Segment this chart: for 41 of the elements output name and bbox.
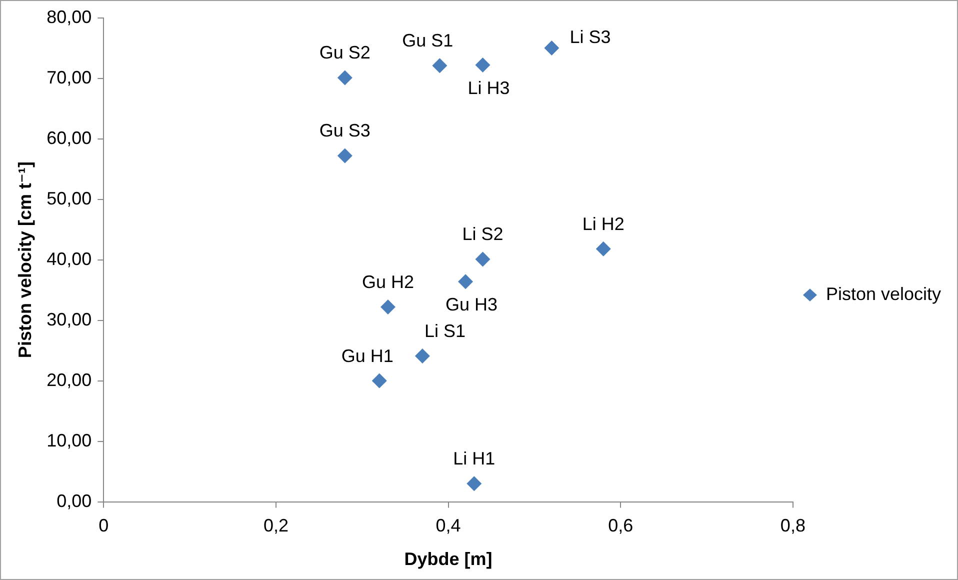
annotation: Li S1 <box>424 320 466 341</box>
annotation: Gu H3 <box>446 294 498 315</box>
y-tick-label: 60,00 <box>46 128 92 148</box>
point <box>458 274 474 290</box>
annotation: Gu H1 <box>341 346 394 366</box>
annotation: Gu S3 <box>319 120 370 141</box>
annotation: Li S3 <box>570 27 611 48</box>
point <box>380 299 396 314</box>
y-tick-label: 80,00 <box>46 6 92 27</box>
y-tick-label: 50,00 <box>46 188 92 208</box>
legend-label: Piston velocity <box>826 284 942 304</box>
point <box>544 40 560 56</box>
point <box>596 241 611 256</box>
point <box>475 252 490 267</box>
annotation: Gu H2 <box>362 272 414 292</box>
x-tick-label: 0,2 <box>263 516 288 536</box>
annotation: Gu S2 <box>319 42 370 63</box>
y-tick-label: 20,00 <box>46 370 92 390</box>
point <box>337 70 352 86</box>
x-tick-label: 0 <box>98 516 109 536</box>
point <box>414 348 430 364</box>
point <box>372 373 387 388</box>
y-tick-label: 10,00 <box>46 430 92 450</box>
y-tick-label: 70,00 <box>46 67 92 88</box>
annotation: Li S2 <box>462 224 504 244</box>
annotation: Gu S1 <box>402 30 454 51</box>
point <box>466 476 482 492</box>
x-tick-label: 0,4 <box>436 516 461 536</box>
x-tick-label: 0,8 <box>780 516 806 536</box>
y-axis-title: Piston velocity [cm t⁻¹] <box>14 162 35 358</box>
x-tick-label: 0,6 <box>608 516 634 536</box>
annotation: Li H1 <box>453 448 496 469</box>
y-tick-label: 0,00 <box>56 490 92 511</box>
point <box>432 58 448 74</box>
y-tick-label: 30,00 <box>46 309 92 330</box>
annotation: Li H2 <box>582 214 624 234</box>
y-tick-label: 40,00 <box>46 248 92 269</box>
point <box>475 57 490 72</box>
x-axis-title: Dybde [m] <box>404 549 492 570</box>
annotation: Li H3 <box>468 78 510 98</box>
point <box>337 148 352 164</box>
